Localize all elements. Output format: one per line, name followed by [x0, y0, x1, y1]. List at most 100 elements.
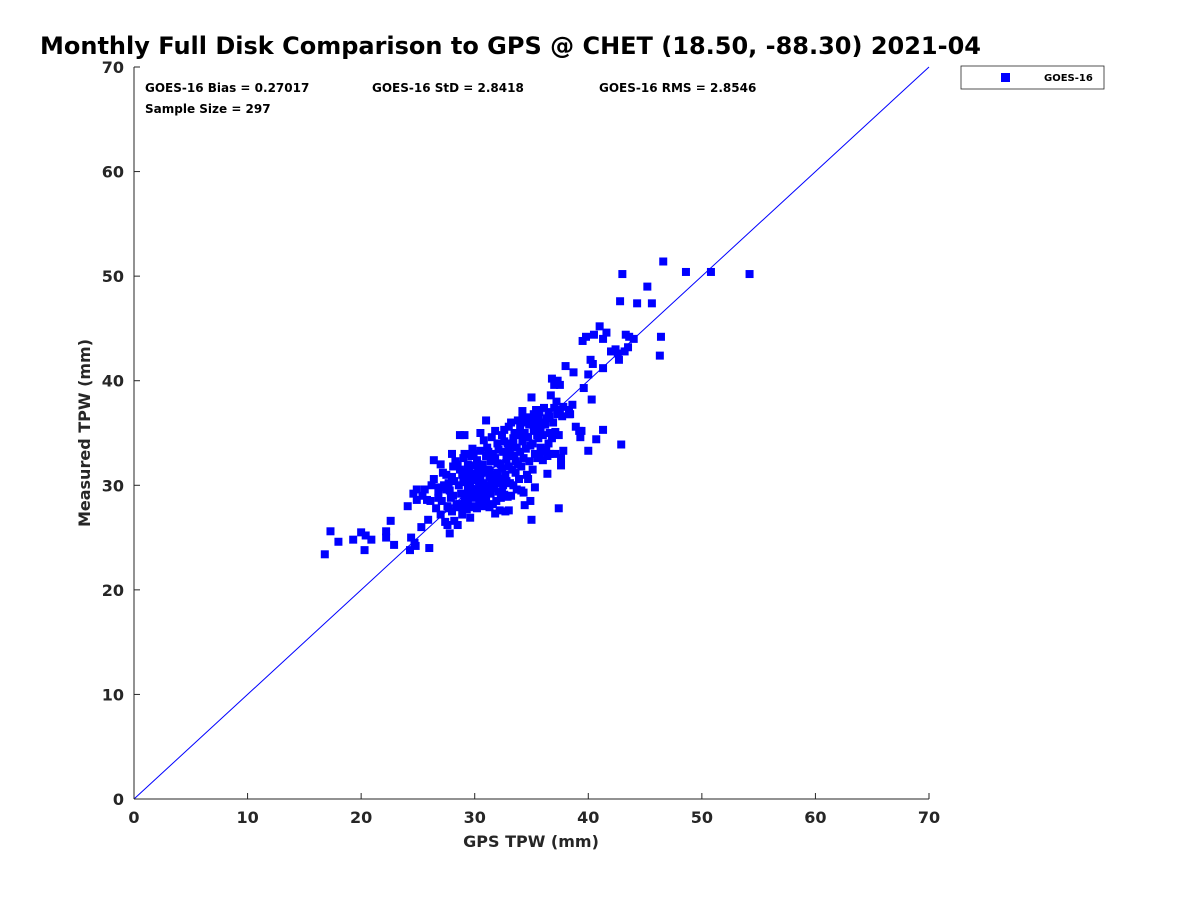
data-point	[539, 403, 548, 412]
data-point	[525, 457, 534, 466]
data-point	[390, 540, 399, 549]
data-point	[412, 495, 421, 504]
data-point	[542, 445, 551, 454]
data-point	[557, 454, 566, 463]
legend-marker	[1001, 73, 1010, 82]
data-point	[504, 506, 513, 515]
data-point	[517, 462, 526, 471]
data-point	[457, 489, 466, 498]
data-point	[468, 444, 477, 453]
data-point	[357, 528, 366, 537]
data-point	[449, 462, 458, 471]
data-point	[607, 347, 615, 356]
data-point	[360, 546, 369, 555]
data-point	[487, 433, 496, 442]
data-point	[484, 447, 493, 456]
data-point	[624, 343, 633, 352]
data-point	[532, 420, 541, 429]
axes-layer: 0 10 20 30 40 50 60 70 0 10 20 30 40 50 60 70	[102, 58, 940, 827]
data-point	[493, 468, 502, 477]
data-point	[576, 433, 585, 442]
data-point	[436, 460, 445, 469]
data-point	[613, 349, 622, 358]
data-point	[522, 470, 531, 479]
data-point	[552, 397, 561, 406]
y-axis-label: Measured TPW (mm)	[75, 339, 94, 527]
data-point	[617, 440, 626, 449]
data-point	[518, 414, 527, 423]
data-point	[521, 433, 530, 442]
data-point	[522, 413, 531, 422]
data-point	[536, 423, 545, 432]
data-point	[599, 364, 608, 373]
data-point	[454, 481, 463, 490]
data-point	[544, 439, 553, 448]
data-point	[529, 410, 538, 419]
data-point	[515, 475, 524, 484]
data-point	[520, 501, 529, 510]
data-point	[482, 416, 491, 425]
data-point	[334, 537, 343, 546]
data-point	[509, 481, 518, 490]
legend-label: GOES-16	[1044, 73, 1093, 84]
data-point	[587, 395, 596, 404]
data-point	[475, 498, 484, 507]
data-point	[485, 466, 494, 475]
data-point	[566, 410, 575, 419]
data-point	[444, 479, 453, 488]
data-point	[571, 422, 580, 431]
data-point	[509, 434, 518, 443]
data-point	[578, 336, 587, 345]
data-point	[505, 449, 514, 458]
data-point	[745, 270, 754, 279]
data-point	[426, 496, 435, 505]
y-tick-label: 50	[102, 267, 124, 286]
data-point	[448, 472, 456, 481]
data-point	[595, 322, 604, 331]
y-tick-label: 0	[113, 790, 124, 809]
data-point	[527, 416, 536, 425]
data-point	[507, 418, 516, 427]
data-point	[453, 521, 462, 530]
data-point	[476, 446, 485, 455]
data-point	[465, 464, 474, 473]
data-point	[579, 384, 588, 393]
data-point	[386, 516, 395, 525]
data-point	[536, 443, 545, 452]
data-point	[564, 405, 573, 414]
data-point	[463, 484, 472, 493]
x-tick-label: 60	[804, 808, 826, 827]
data-point	[434, 487, 443, 496]
data-point	[432, 504, 441, 513]
data-point	[521, 444, 530, 453]
x-axis-label: GPS TPW (mm)	[463, 832, 599, 851]
data-point	[620, 347, 629, 356]
data-point	[407, 533, 416, 542]
data-point	[478, 502, 487, 511]
data-point	[436, 510, 445, 519]
data-point	[553, 376, 562, 385]
data-point	[491, 454, 500, 463]
data-point	[553, 410, 562, 419]
data-point	[659, 257, 668, 266]
std-annotation: GOES-16 StD = 2.8418	[372, 81, 524, 95]
data-point	[499, 447, 508, 456]
data-point	[513, 416, 522, 425]
data-point	[510, 452, 519, 461]
data-point	[449, 491, 458, 500]
data-point	[440, 481, 449, 490]
y-tick-label: 30	[102, 476, 124, 495]
data-point	[543, 469, 552, 478]
data-point	[706, 267, 715, 276]
data-point	[472, 504, 481, 513]
data-point	[569, 368, 578, 377]
data-point	[559, 446, 568, 455]
data-point	[409, 489, 418, 498]
data-point	[438, 468, 447, 477]
data-point	[530, 483, 539, 492]
data-point	[491, 509, 500, 518]
data-point	[602, 328, 611, 337]
data-point	[480, 491, 489, 500]
data-point	[468, 493, 477, 502]
data-point	[472, 456, 481, 465]
